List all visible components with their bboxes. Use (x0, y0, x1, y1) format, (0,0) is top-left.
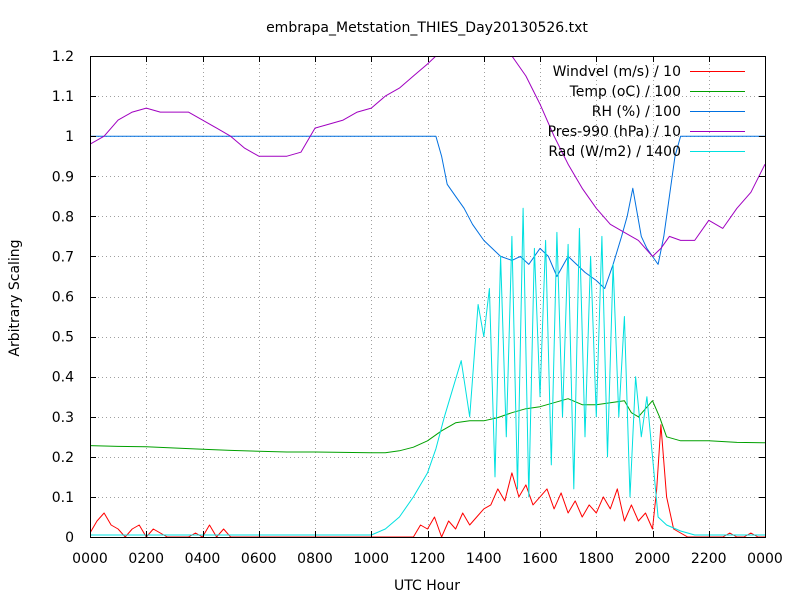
y-tick-label: 0.9 (52, 169, 74, 185)
x-tick-labels: 0000 0200 0400 0600 0800 1000 1200 1400 1600 1800… (72, 551, 783, 567)
y-tick-label: 0.4 (52, 370, 74, 386)
x-tick-label: 2000 (635, 551, 671, 567)
x-axis-label: UTC Hour (394, 578, 460, 594)
y-tick-label: 0.2 (52, 450, 74, 466)
legend-label: Windvel (m/s) / 10 (553, 64, 681, 80)
y-tick-label: 1.2 (52, 49, 74, 65)
series-layer (90, 56, 765, 537)
axis-ticks (90, 56, 766, 538)
y-tick-label: 0.6 (52, 290, 74, 306)
x-tick-label: 0200 (128, 551, 164, 567)
x-tick-label: 0600 (241, 551, 277, 567)
legend-label: Temp (oC) / 100 (569, 84, 681, 100)
x-tick-label: 1600 (522, 551, 558, 567)
x-tick-label: 1800 (578, 551, 614, 567)
series-line-5 (90, 207, 765, 536)
legend-label: Pres-990 (hPa) / 10 (548, 124, 681, 140)
y-tick-labels: 0 0.1 0.2 0.3 0.4 0.5 0.6 0.7 0.8 0.9 1 1.1 1.2 (52, 49, 74, 546)
x-tick-label: 1000 (353, 551, 389, 567)
y-tick-label: 0.5 (52, 330, 74, 346)
y-tick-label: 0.3 (52, 410, 74, 426)
legend-label: RH (%) / 100 (592, 104, 681, 120)
y-tick-label: 0.1 (52, 490, 74, 506)
x-tick-label: 0000 (747, 551, 783, 567)
x-tick-label: 1400 (466, 551, 502, 567)
y-tick-label: 1 (65, 129, 74, 145)
x-tick-label: 2200 (691, 551, 727, 567)
legend-label: Rad (W/m2) / 1400 (548, 144, 681, 160)
y-tick-label: 0.8 (52, 209, 74, 225)
series-line-2 (90, 398, 765, 454)
y-tick-label: 0.7 (52, 249, 74, 265)
legend: Windvel (m/s) / 10 Temp (oC) / 100 RH (%) … (548, 64, 745, 160)
x-tick-label: 0000 (72, 551, 108, 567)
x-tick-label: 1200 (410, 551, 446, 567)
y-tick-label: 1.1 (52, 89, 74, 105)
x-tick-label: 0400 (185, 551, 221, 567)
y-axis-label: Arbitrary Scaling (7, 239, 23, 356)
series-line-4 (90, 56, 765, 257)
chart-title: embrapa_Metstation_THIES_Day20130526.txt (266, 20, 588, 36)
x-tick-label: 0800 (297, 551, 333, 567)
y-tick-label: 0 (65, 530, 74, 546)
series-line-1 (90, 424, 765, 537)
